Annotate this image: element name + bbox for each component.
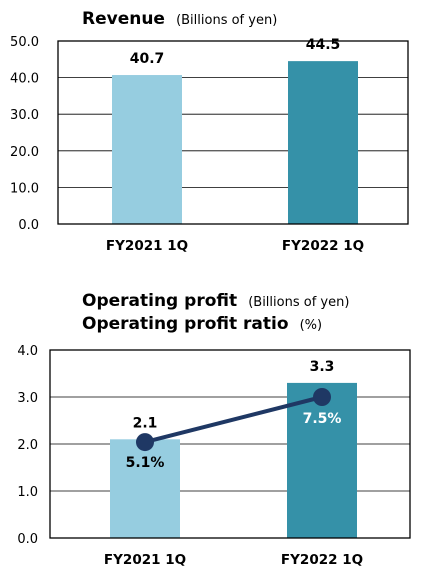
op-profit-bar-fy2022 bbox=[287, 382, 357, 538]
op-profit-y-tick-labels: 0.0 1.0 2.0 3.0 4.0 bbox=[17, 344, 38, 547]
op-profit-y-tick: 0.0 bbox=[17, 532, 38, 547]
revenue-y-tick: 20.0 bbox=[10, 145, 39, 160]
op-profit-value-label-fy2022: 3.3 bbox=[310, 359, 335, 375]
op-ratio-point-fy2021 bbox=[136, 433, 154, 452]
op-profit-title-text: Operating profit bbox=[82, 291, 237, 311]
op-profit-value-label-fy2021: 2.1 bbox=[133, 415, 158, 431]
op-profit-title-line1: Operating profit (Billions of yen) bbox=[82, 291, 349, 311]
revenue-unit: (Billions of yen) bbox=[176, 13, 277, 28]
revenue-y-tick: 50.0 bbox=[10, 35, 39, 50]
revenue-chart: Revenue (Billions of yen) 0.0 10.0 20.0 30.… bbox=[10, 9, 409, 254]
operating-profit-chart: Operating profit (Billions of yen) Opera… bbox=[17, 291, 411, 568]
op-ratio-label-fy2021: 5.1% bbox=[126, 455, 165, 471]
revenue-value-label-fy2022: 44.5 bbox=[306, 37, 341, 53]
op-profit-y-tick: 4.0 bbox=[17, 344, 38, 359]
revenue-plot-frame bbox=[57, 40, 409, 225]
revenue-title: Revenue (Billions of yen) bbox=[82, 9, 277, 29]
revenue-title-text: Revenue bbox=[82, 9, 165, 29]
op-ratio-label-fy2022: 7.5% bbox=[303, 411, 342, 427]
revenue-value-label-fy2021: 40.7 bbox=[130, 51, 165, 67]
op-profit-category-fy2022: FY2022 1Q bbox=[281, 552, 363, 568]
revenue-y-tick: 0.0 bbox=[18, 218, 39, 233]
op-ratio-unit: (%) bbox=[300, 318, 323, 333]
op-profit-y-tick: 3.0 bbox=[17, 391, 38, 406]
op-profit-category-fy2021: FY2021 1Q bbox=[104, 552, 186, 568]
revenue-y-tick: 40.0 bbox=[10, 72, 39, 87]
revenue-category-fy2021: FY2021 1Q bbox=[106, 238, 188, 254]
revenue-y-tick-labels: 0.0 10.0 20.0 30.0 40.0 50.0 bbox=[10, 35, 39, 233]
revenue-y-tick: 10.0 bbox=[10, 181, 39, 196]
revenue-y-tick: 30.0 bbox=[10, 108, 39, 123]
op-profit-y-tick: 2.0 bbox=[17, 438, 38, 453]
op-ratio-title-text: Operating profit ratio bbox=[82, 314, 289, 334]
op-profit-y-tick: 1.0 bbox=[17, 485, 38, 500]
revenue-category-fy2022: FY2022 1Q bbox=[282, 238, 364, 254]
revenue-bar-fy2021 bbox=[112, 75, 182, 225]
op-profit-plot-frame bbox=[49, 349, 411, 539]
op-ratio-line bbox=[144, 395, 323, 445]
op-profit-bar-fy2021 bbox=[110, 439, 180, 538]
op-profit-unit: (Billions of yen) bbox=[248, 295, 349, 310]
op-ratio-point-fy2022 bbox=[313, 388, 331, 406]
revenue-bar-fy2022 bbox=[288, 61, 358, 224]
op-profit-title-line2: Operating profit ratio (%) bbox=[82, 314, 322, 334]
